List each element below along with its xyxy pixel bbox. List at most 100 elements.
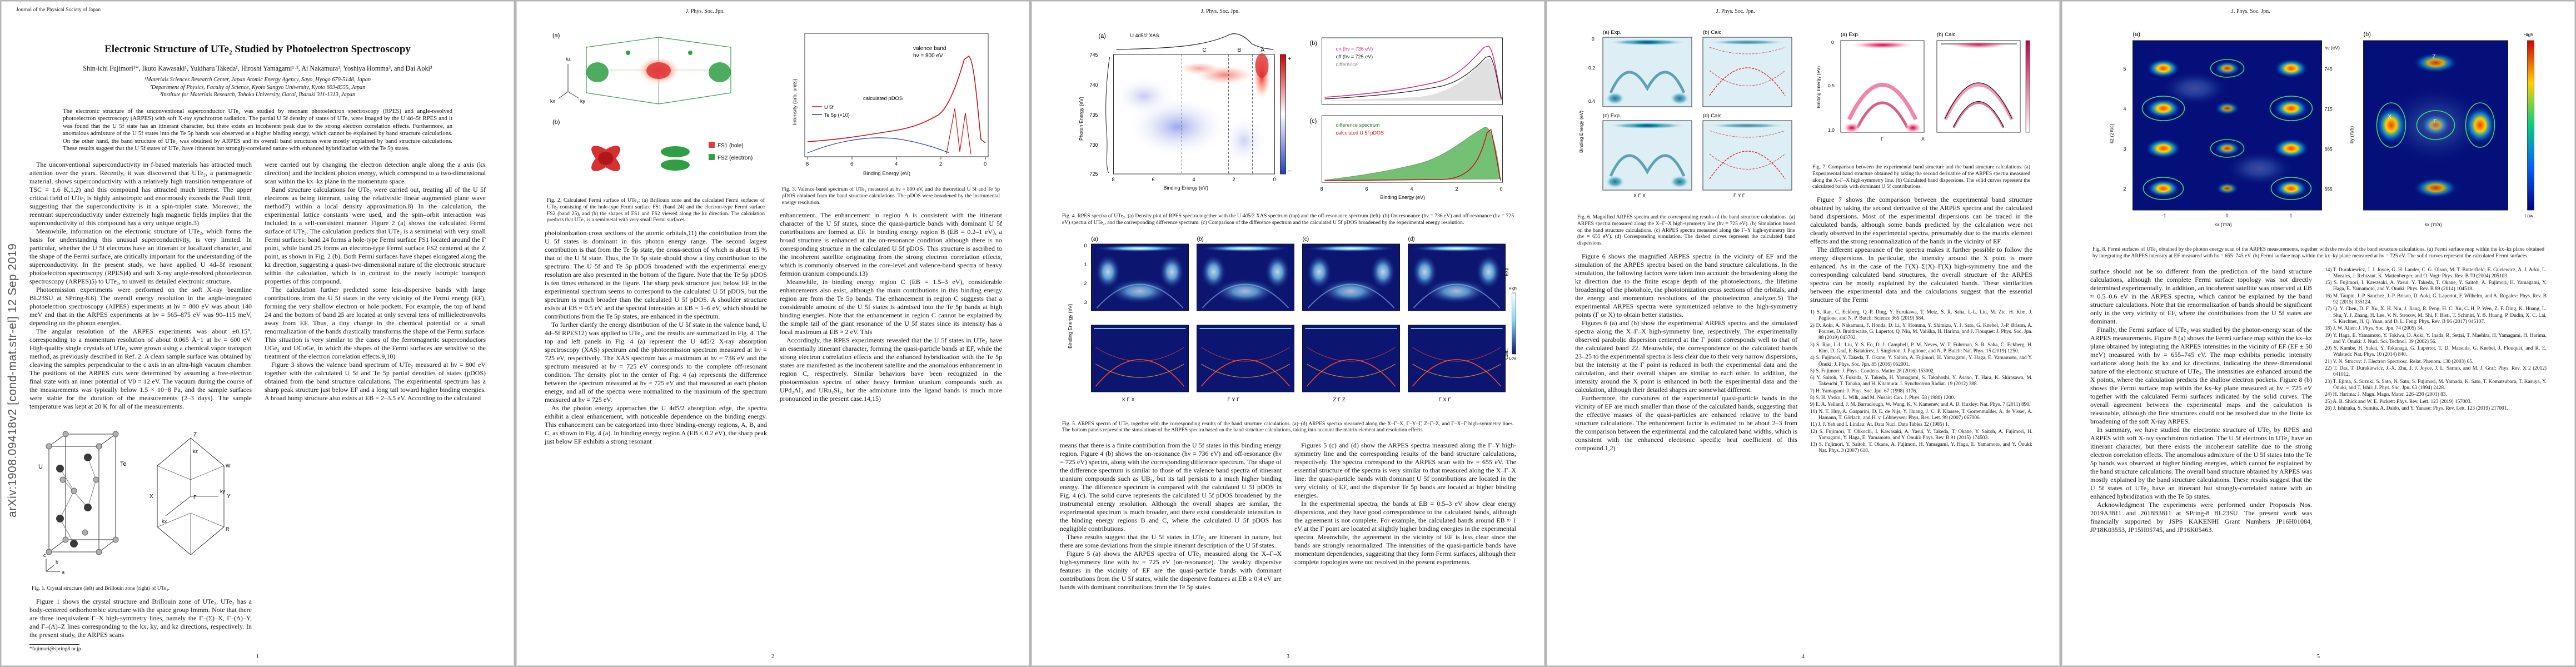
- page1-columns: The unconventional superconductivity in …: [29, 161, 486, 652]
- page-4: J. Phys. Soc. Jpn. (a) Exp. (b) Calc. (c…: [1547, 1, 2060, 666]
- fig3-tick: 8: [806, 161, 809, 167]
- fig6-exp-panel-1: [1603, 37, 1692, 107]
- fig5-exp-panel-4: [1407, 243, 1506, 311]
- body-text: means that there is a finite contributio…: [1060, 441, 1282, 591]
- reference-list: 1) S. Ran, C. Eckberg, Q.-P. Ding, Y. Fu…: [1810, 310, 2032, 455]
- svg-text:745: 745: [2325, 66, 2333, 72]
- paragraph: Meanwhile, in binding energy region C (E…: [780, 278, 1002, 336]
- svg-text:Γ: Γ: [1881, 136, 1884, 142]
- fig2-kx-label: kx: [550, 98, 556, 104]
- fig3-caption: Fig. 3. Valence band spectrum of UTe₂ me…: [782, 186, 1000, 206]
- svg-text:1: 1: [1084, 262, 1087, 267]
- body-text: Figures 5 (c) and (d) show the ARPES spe…: [1294, 441, 1516, 566]
- figure-3: valence band hν = 800 eV calculated pDOS…: [780, 25, 1002, 206]
- fig8-ky-axis: kx (π/a) ky (π/b): [2349, 126, 2442, 227]
- page3-columns: means that there is a finite contributio…: [1060, 441, 1516, 591]
- svg-text:X: X: [2388, 114, 2392, 120]
- paragraph: Furthermore, the curvatures of the exper…: [1575, 394, 1797, 452]
- fig5-calc-panel-2: [1196, 324, 1295, 392]
- fig1-kx-label: kx: [162, 519, 167, 524]
- svg-text:8: 8: [1321, 186, 1323, 192]
- fig6-exp-panel-2: [1603, 121, 1692, 190]
- reference-item: 15) S. Fujimori, I. Kawasaki, A. Yasui, …: [2325, 280, 2547, 292]
- difference-vs-pdos-panel: (c) difference spectrum calculated U 5f …: [1310, 115, 1503, 200]
- paragraph: surface should not be so different from …: [2090, 267, 2312, 325]
- page-2: J. Phys. Soc. Jpn. (a): [516, 1, 1029, 666]
- svg-text:(d) Calc.: (d) Calc.: [1703, 113, 1723, 119]
- fig3-hv-label: hν = 800 eV: [913, 53, 943, 59]
- reference-item: 16) M. Taupin, J.-P. Sanchez, J.-P. Bris…: [2325, 293, 2547, 306]
- fig8-kx-axis: -1 0 1 kx (π/a): [2162, 213, 2293, 227]
- fig4-panel-a-label: (a): [1099, 33, 1106, 39]
- fig1-z-label: Z: [193, 432, 197, 438]
- footnote-rule: [29, 644, 79, 645]
- paragraph: In the experimental spectra, the bands a…: [1294, 500, 1516, 566]
- page-number: 2: [771, 654, 774, 660]
- reference-item: 23) T. Ejima, S. Suzuki, S. Sato, N. Sat…: [2325, 379, 2547, 391]
- fig4-be-axis: 8 6 4 2 0 Binding Energy (eV): [1112, 177, 1276, 191]
- fig4-on-legend: on (hν = 736 eV): [1336, 46, 1373, 52]
- paragraph: means that there is a finite contributio…: [1060, 441, 1282, 533]
- running-header: J. Phys. Soc. Jpn.: [1200, 8, 1240, 14]
- fig4-colorbar-plus: +: [1288, 56, 1292, 62]
- svg-text:0: 0: [1500, 186, 1503, 192]
- fig6-caption: Fig. 6. Magnified ARPES spectra and the …: [1577, 214, 1795, 247]
- fig6-panel-letters: (a) Exp. (b) Calc. (c) Exp. (d) Calc.: [1603, 29, 1723, 119]
- fig5-colorbar: [1512, 292, 1516, 354]
- fig4-xas-label: U 4d5/2 XAS: [1130, 33, 1159, 38]
- brillouin-zone-drawing: Γ X Y Z W R kx ky kz: [150, 432, 231, 555]
- paragraph: Photoemission experiments were performed…: [29, 286, 252, 327]
- page-3: J. Phys. Soc. Jpn. (a) U 4d5/2 XAS: [1032, 1, 1544, 666]
- page-1: Journal of the Physical Society of Japan…: [1, 1, 514, 666]
- reference-item: 24) H. Harima: J. Magn. Magn. Mater. 226…: [2325, 392, 2447, 398]
- fig5-cut-labels: X Γ X Γ Y Γ Z Γ Z Γ X Γ: [1122, 397, 1451, 403]
- fig2-fs1-label: FS1 (hole): [718, 143, 744, 149]
- fig1-a-axis-label: a: [62, 569, 64, 575]
- svg-text:2: 2: [1456, 186, 1458, 192]
- affiliation-1: ¹Materials Sciences Research Center, Jap…: [144, 77, 371, 83]
- paragraph: In summary, we have studied the electron…: [2090, 425, 2313, 500]
- svg-text:1.0: 1.0: [1828, 127, 1835, 133]
- fig4-colorbar: [1280, 54, 1286, 175]
- fig1-r-label: R: [226, 526, 230, 532]
- fig5-exp-panel-2: [1196, 243, 1295, 311]
- page3-left-column: means that there is a finite contributio…: [1060, 441, 1282, 591]
- paragraph: Figures 6 (a) and (b) show the experimen…: [1575, 318, 1797, 394]
- body-text: enhancement. The enhancement in region A…: [780, 211, 1002, 403]
- reference-item: 1) S. Ran, C. Eckberg, Q.-P. Ding, Y. Fu…: [1810, 310, 2032, 322]
- affiliation-3: ³Institute for Materials Research, Tohok…: [160, 92, 356, 98]
- paragraph: As the photon energy approaches the U 4d…: [545, 404, 767, 446]
- svg-text:0: 0: [1592, 36, 1595, 42]
- calculated-pdos-curves: calculated pDOS U 5f Te 5p (×10): [807, 96, 971, 155]
- reference-item: 6) Y. Saitoh, Y. Fukuda, Y. Takeda, H. Y…: [1810, 375, 2032, 387]
- svg-text:745: 745: [1090, 52, 1098, 58]
- fig2-fs1-swatch: [709, 142, 715, 148]
- page-number: 1: [256, 654, 259, 660]
- rpes-density-panel: (a) U 4d5/2 XAS A B C: [1079, 33, 1292, 191]
- svg-text:(b) Calc.: (b) Calc.: [1703, 29, 1723, 36]
- fig4-rpes-spectra: (a) U 4d5/2 XAS A B C: [1079, 33, 1503, 200]
- fig6-calc-panel-1: [1702, 37, 1792, 107]
- svg-text:hν (eV): hν (eV): [2325, 45, 2340, 51]
- fig2-kz-label: kz: [566, 56, 571, 62]
- paragraph: enhancement. The enhancement in region A…: [780, 211, 1002, 278]
- fig7-panel-letters: (a) Exp. (b) Calc.: [1841, 32, 1957, 38]
- body-text: photoionization cross sections of the at…: [545, 229, 767, 446]
- fig1-u-label: U: [38, 464, 43, 470]
- fig8-panel-b-label: (b): [2364, 31, 2371, 38]
- svg-text:Γ X Γ: Γ X Γ: [1439, 397, 1451, 403]
- svg-text:(c): (c): [1303, 236, 1309, 242]
- svg-text:655: 655: [2325, 186, 2333, 192]
- svg-text:2: 2: [2124, 186, 2126, 192]
- valence-band-curve: valence band hν = 800 eV: [807, 46, 986, 143]
- fig2-fs2-label: FS2 (electron): [718, 155, 753, 161]
- affiliations: ¹Materials Sciences Research Center, Jap…: [29, 76, 486, 99]
- reference-item: 22) T. Das, T. Durakiewicz, J.-X. Zhu, J…: [2325, 366, 2547, 378]
- fig1-crystal-structure-and-brillouin-zone: U Te a b c: [38, 431, 231, 575]
- fig3-tick: 4: [895, 161, 898, 167]
- figure-4: (a) U 4d5/2 XAS A B C: [1060, 24, 1516, 226]
- fig5-colorbar-high: High: [1509, 287, 1517, 291]
- body-text: surface should not be so different from …: [2090, 267, 2312, 534]
- svg-text:X Γ X: X Γ X: [1633, 193, 1646, 198]
- page5-columns: surface should not be so different from …: [2090, 267, 2547, 534]
